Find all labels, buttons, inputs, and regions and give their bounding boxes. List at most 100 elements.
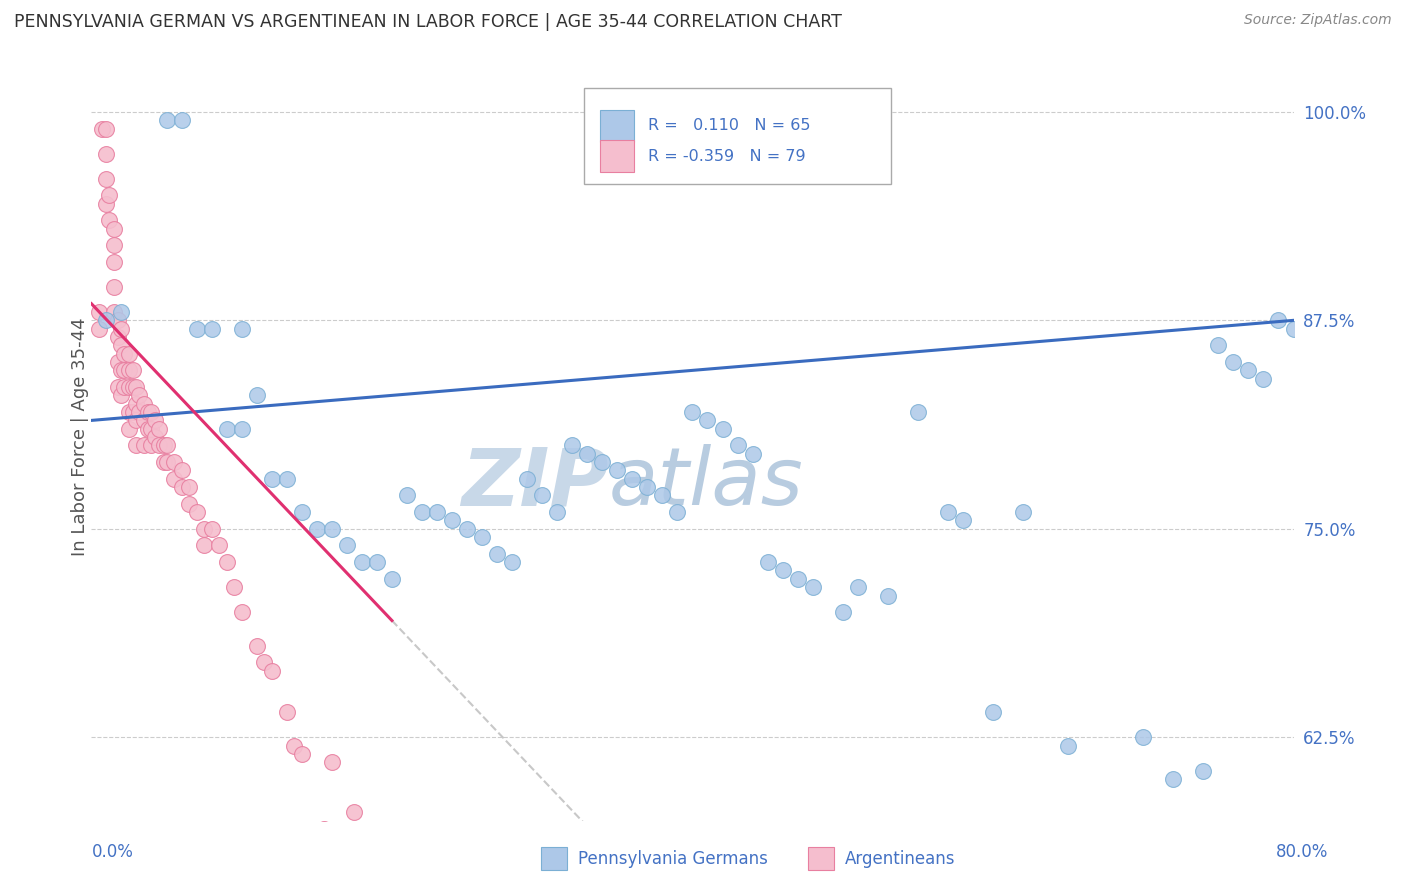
- Point: [114, 347, 136, 361]
- Point: [981, 705, 1004, 719]
- Point: [215, 555, 238, 569]
- Point: [103, 255, 125, 269]
- Point: [381, 572, 404, 586]
- Point: [636, 480, 658, 494]
- Point: [651, 488, 673, 502]
- Point: [138, 422, 160, 436]
- Point: [208, 539, 231, 553]
- Point: [193, 539, 215, 553]
- Point: [110, 338, 132, 352]
- Point: [90, 121, 112, 136]
- Point: [366, 555, 388, 569]
- Point: [96, 146, 118, 161]
- Point: [846, 580, 869, 594]
- Point: [118, 363, 141, 377]
- Point: [125, 413, 148, 427]
- Y-axis label: In Labor Force | Age 35-44: In Labor Force | Age 35-44: [72, 318, 89, 557]
- Bar: [600, 110, 634, 142]
- Point: [193, 522, 215, 536]
- Point: [128, 388, 150, 402]
- Point: [907, 405, 929, 419]
- Point: [801, 580, 824, 594]
- Point: [727, 438, 749, 452]
- Point: [711, 422, 734, 436]
- Point: [260, 664, 283, 678]
- Point: [215, 422, 238, 436]
- Point: [231, 321, 253, 335]
- Text: R = -0.359   N = 79: R = -0.359 N = 79: [648, 149, 806, 164]
- Point: [1057, 739, 1080, 753]
- Point: [1237, 363, 1260, 377]
- Point: [87, 321, 110, 335]
- Point: [411, 505, 433, 519]
- Point: [1012, 505, 1035, 519]
- Point: [741, 447, 763, 461]
- Text: R =   0.110   N = 65: R = 0.110 N = 65: [648, 118, 810, 133]
- Point: [114, 363, 136, 377]
- Point: [621, 472, 644, 486]
- Point: [283, 739, 305, 753]
- Point: [155, 438, 177, 452]
- Point: [107, 380, 129, 394]
- Point: [143, 430, 166, 444]
- Point: [471, 530, 494, 544]
- Text: ZIP: ZIP: [461, 444, 609, 522]
- Point: [291, 505, 314, 519]
- Point: [350, 555, 373, 569]
- Point: [177, 480, 200, 494]
- Point: [125, 380, 148, 394]
- Point: [110, 321, 132, 335]
- Point: [103, 221, 125, 235]
- Point: [936, 505, 959, 519]
- Point: [98, 213, 121, 227]
- Point: [148, 422, 170, 436]
- Point: [138, 405, 160, 419]
- Point: [321, 522, 343, 536]
- Point: [163, 455, 186, 469]
- Point: [591, 455, 613, 469]
- Point: [132, 397, 155, 411]
- Point: [786, 572, 808, 586]
- Point: [561, 438, 583, 452]
- Point: [516, 472, 538, 486]
- Point: [876, 589, 898, 603]
- Point: [118, 405, 141, 419]
- Text: 0.0%: 0.0%: [91, 843, 134, 861]
- Point: [576, 447, 599, 461]
- Point: [756, 555, 779, 569]
- Point: [110, 388, 132, 402]
- Point: [456, 522, 478, 536]
- Point: [276, 472, 298, 486]
- Point: [163, 472, 186, 486]
- Point: [152, 455, 174, 469]
- Point: [772, 564, 794, 578]
- Point: [531, 488, 554, 502]
- Point: [152, 438, 174, 452]
- Point: [1132, 731, 1154, 745]
- Text: atlas: atlas: [609, 444, 803, 522]
- Point: [231, 605, 253, 619]
- Text: Source: ZipAtlas.com: Source: ZipAtlas.com: [1244, 13, 1392, 28]
- Point: [96, 196, 118, 211]
- Point: [177, 497, 200, 511]
- Point: [143, 413, 166, 427]
- Point: [107, 355, 129, 369]
- Point: [501, 555, 523, 569]
- Point: [87, 305, 110, 319]
- Point: [122, 380, 145, 394]
- Point: [1208, 338, 1230, 352]
- Point: [336, 539, 359, 553]
- Point: [201, 321, 224, 335]
- Point: [170, 463, 193, 477]
- Point: [1192, 764, 1215, 778]
- Bar: [600, 140, 634, 172]
- Point: [246, 639, 269, 653]
- Point: [831, 605, 853, 619]
- Point: [1267, 313, 1289, 327]
- Point: [426, 505, 449, 519]
- Point: [118, 347, 141, 361]
- Point: [170, 480, 193, 494]
- Text: PENNSYLVANIA GERMAN VS ARGENTINEAN IN LABOR FORCE | AGE 35-44 CORRELATION CHART: PENNSYLVANIA GERMAN VS ARGENTINEAN IN LA…: [14, 13, 842, 31]
- Point: [253, 655, 276, 669]
- Point: [186, 505, 208, 519]
